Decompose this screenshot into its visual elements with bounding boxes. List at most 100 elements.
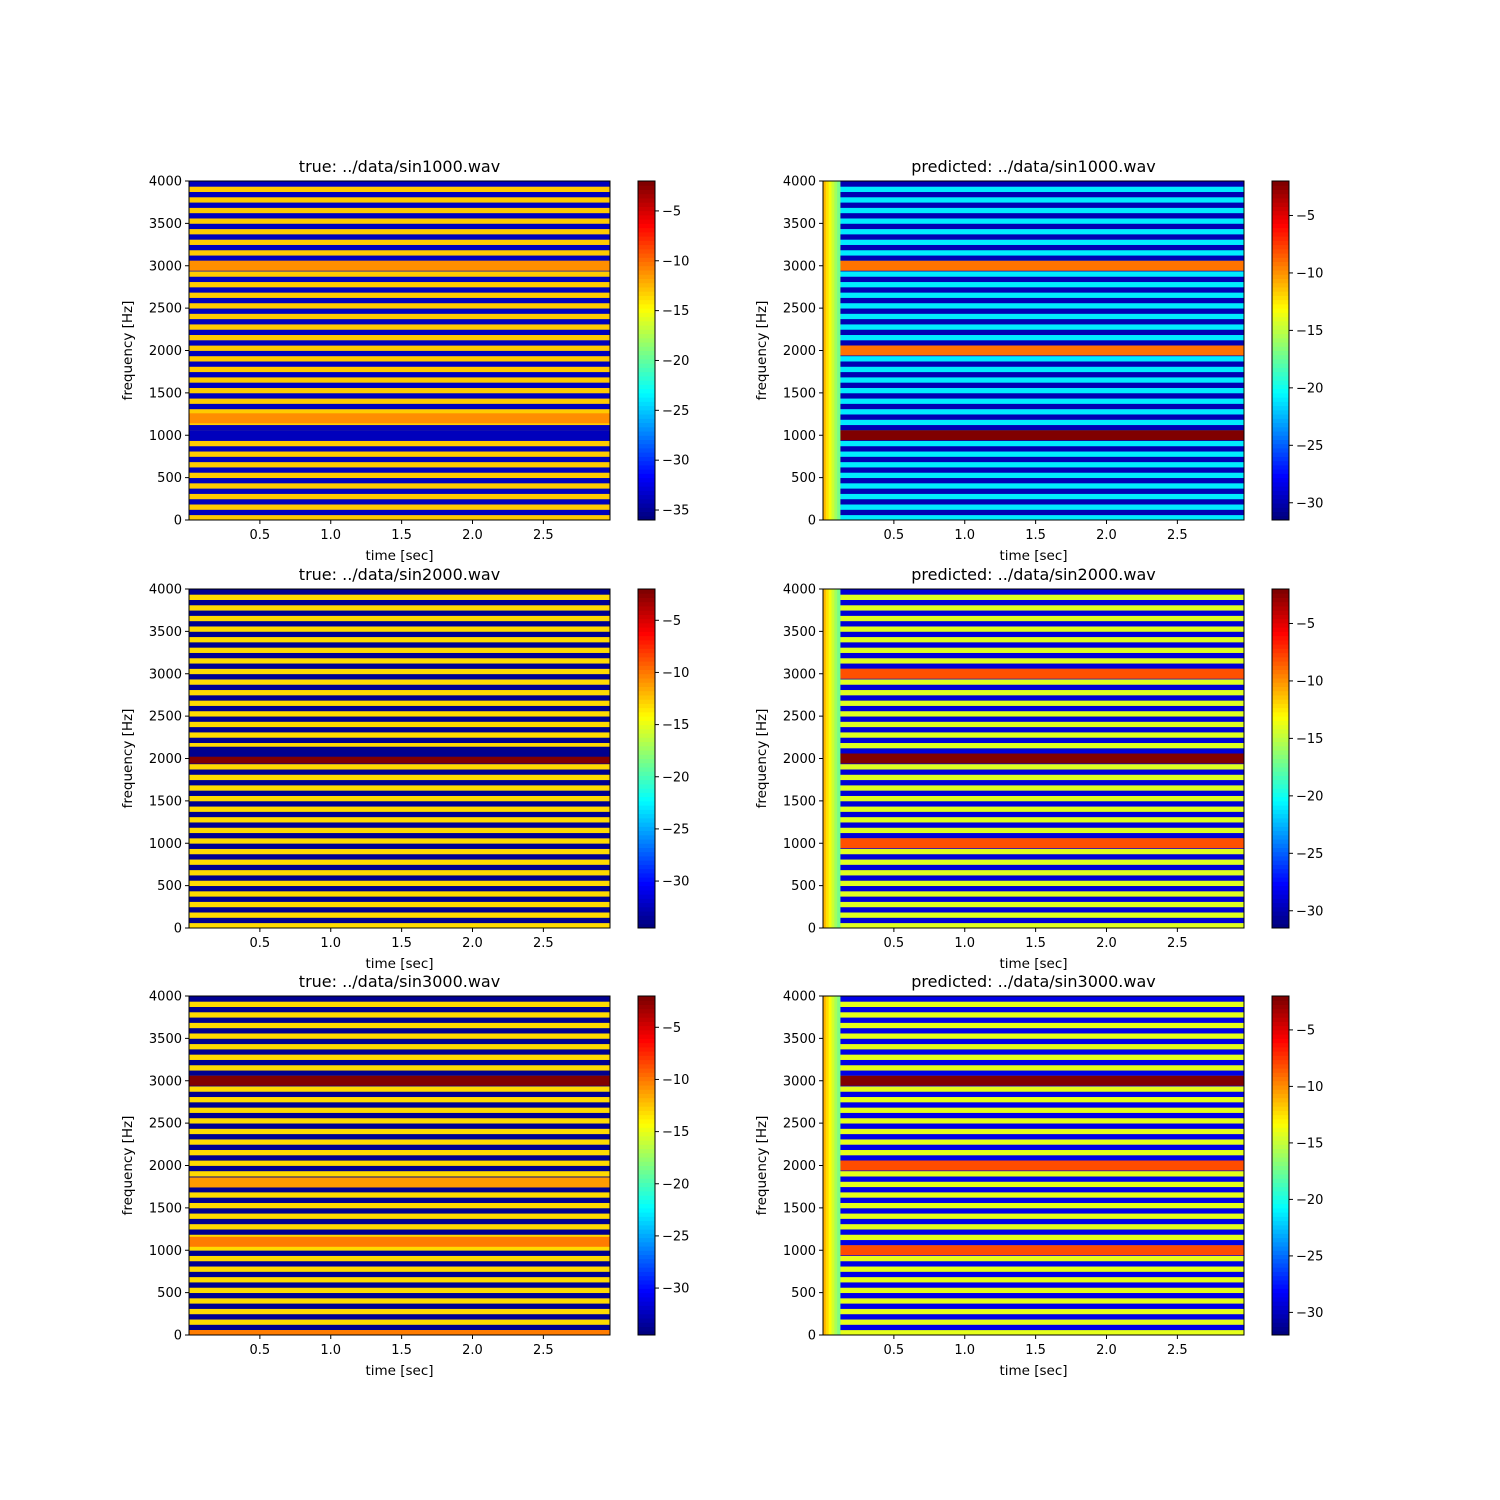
y-tick-label: 3500 bbox=[783, 625, 816, 640]
stripe bbox=[189, 371, 610, 378]
colorbar-segment bbox=[638, 1254, 655, 1260]
y-tick-label: 3500 bbox=[149, 1032, 182, 1047]
stripe bbox=[823, 424, 1244, 431]
stripe bbox=[189, 885, 610, 892]
colorbar-segment bbox=[638, 282, 655, 288]
onset-column bbox=[825, 181, 830, 520]
colorbar-segment bbox=[638, 796, 655, 802]
panel-title: predicted: ../data/sin3000.wav bbox=[911, 972, 1155, 991]
colorbar-segment bbox=[638, 392, 655, 398]
stripe bbox=[823, 1313, 1244, 1320]
stripe bbox=[823, 1260, 1244, 1267]
stripe bbox=[823, 445, 1244, 452]
stripe bbox=[823, 456, 1244, 463]
colorbar-segment bbox=[1272, 826, 1289, 832]
colorbar-segment bbox=[1272, 775, 1289, 781]
colorbar-segment bbox=[638, 214, 655, 220]
stripe bbox=[189, 631, 610, 638]
colorbar-tick-label: −20 bbox=[662, 770, 689, 785]
x-tick-label: 0.5 bbox=[884, 528, 905, 543]
x-tick-label: 2.5 bbox=[533, 528, 554, 543]
stripe bbox=[823, 488, 1244, 494]
spectrogram-panel-1: true: ../data/sin1000.wav 0.5 1.0 1.5 2.0 2.5… bbox=[120, 157, 689, 564]
stripe bbox=[189, 276, 610, 283]
stripe bbox=[189, 615, 610, 622]
y-axis-label: frequency [Hz] bbox=[120, 1116, 136, 1216]
colorbar-segment bbox=[1272, 1055, 1289, 1061]
stripe bbox=[189, 1276, 610, 1283]
colorbar-segment bbox=[638, 197, 655, 203]
colorbar-segment bbox=[1272, 1025, 1289, 1031]
colorbar-segment bbox=[1272, 490, 1289, 496]
stripe bbox=[823, 302, 1244, 309]
colorbar-segment bbox=[1272, 635, 1289, 641]
y-axis-label: frequency [Hz] bbox=[120, 301, 136, 401]
colorbar-segment bbox=[1272, 1106, 1289, 1111]
y-tick-label: 500 bbox=[791, 879, 816, 894]
colorbar-segment bbox=[1272, 1233, 1289, 1239]
stripe bbox=[823, 339, 1244, 346]
colorbar-segment bbox=[638, 193, 655, 199]
colorbar-segment bbox=[638, 1084, 655, 1090]
x-tick-label: 2.0 bbox=[1096, 528, 1117, 543]
stripe bbox=[189, 1038, 610, 1045]
stripe bbox=[189, 848, 610, 855]
colorbar-segment bbox=[1272, 788, 1289, 793]
stripe bbox=[189, 657, 610, 664]
colorbar-segment bbox=[1272, 889, 1289, 895]
colorbar-segment bbox=[638, 614, 655, 620]
colorbar-segment bbox=[638, 261, 655, 267]
colorbar-segment bbox=[1272, 1017, 1289, 1022]
stripe bbox=[823, 912, 1244, 918]
x-tick-label: 2.0 bbox=[462, 1343, 483, 1358]
colorbar-segment bbox=[638, 337, 655, 343]
colorbar-segment bbox=[1272, 1195, 1289, 1200]
colorbar-segment bbox=[1272, 661, 1289, 666]
colorbar-segment bbox=[1272, 197, 1289, 203]
colorbar-segment bbox=[1272, 1152, 1289, 1158]
stripe bbox=[823, 864, 1244, 871]
colorbar-segment bbox=[638, 231, 655, 237]
colorbar-segment bbox=[638, 1000, 655, 1005]
colorbar: −5 −10 −15 −20 −25 −30 bbox=[1271, 588, 1323, 929]
colorbar-segment bbox=[638, 486, 655, 491]
stripe bbox=[189, 456, 610, 463]
stripe bbox=[823, 996, 1244, 1002]
colorbar-segment bbox=[1272, 375, 1289, 381]
colorbar-segment bbox=[638, 248, 655, 254]
stripe bbox=[823, 1017, 1244, 1023]
x-tick-label: 1.0 bbox=[954, 1343, 975, 1358]
colorbar-tick-label: −25 bbox=[1296, 1249, 1323, 1264]
colorbar-segment bbox=[1272, 783, 1289, 789]
colorbar-segment bbox=[1272, 898, 1289, 904]
stripe bbox=[823, 1038, 1244, 1045]
x-tick-label: 1.0 bbox=[320, 1343, 341, 1358]
stripe bbox=[823, 626, 1244, 632]
colorbar-segment bbox=[1272, 1157, 1289, 1162]
stripe bbox=[189, 1244, 610, 1251]
stripe bbox=[189, 271, 610, 277]
colorbar-segment bbox=[1272, 511, 1289, 517]
band-1200hz bbox=[189, 413, 610, 424]
stripe bbox=[823, 663, 1244, 669]
colorbar-segment bbox=[638, 1034, 655, 1039]
colorbar-segment bbox=[638, 881, 655, 887]
colorbar-segment bbox=[1272, 830, 1289, 836]
colorbar-segment bbox=[1272, 380, 1289, 385]
stripe bbox=[189, 684, 610, 691]
colorbar-segment bbox=[1272, 1292, 1289, 1298]
colorbar-segment bbox=[638, 1123, 655, 1128]
colorbar-segment bbox=[1272, 388, 1289, 394]
stripe bbox=[189, 1011, 610, 1018]
colorbar-segment bbox=[638, 1186, 655, 1192]
stripe bbox=[189, 440, 610, 447]
colorbar-segment bbox=[638, 1025, 655, 1031]
colorbar-tick-label: −5 bbox=[1296, 209, 1315, 224]
colorbar-segment bbox=[1272, 745, 1289, 751]
colorbar-segment bbox=[638, 384, 655, 390]
colorbar-segment bbox=[1272, 750, 1289, 755]
colorbar-segment bbox=[638, 1029, 655, 1035]
y-tick-label: 2000 bbox=[149, 1159, 182, 1174]
stripe bbox=[823, 493, 1244, 500]
colorbar-segment bbox=[1272, 443, 1289, 449]
